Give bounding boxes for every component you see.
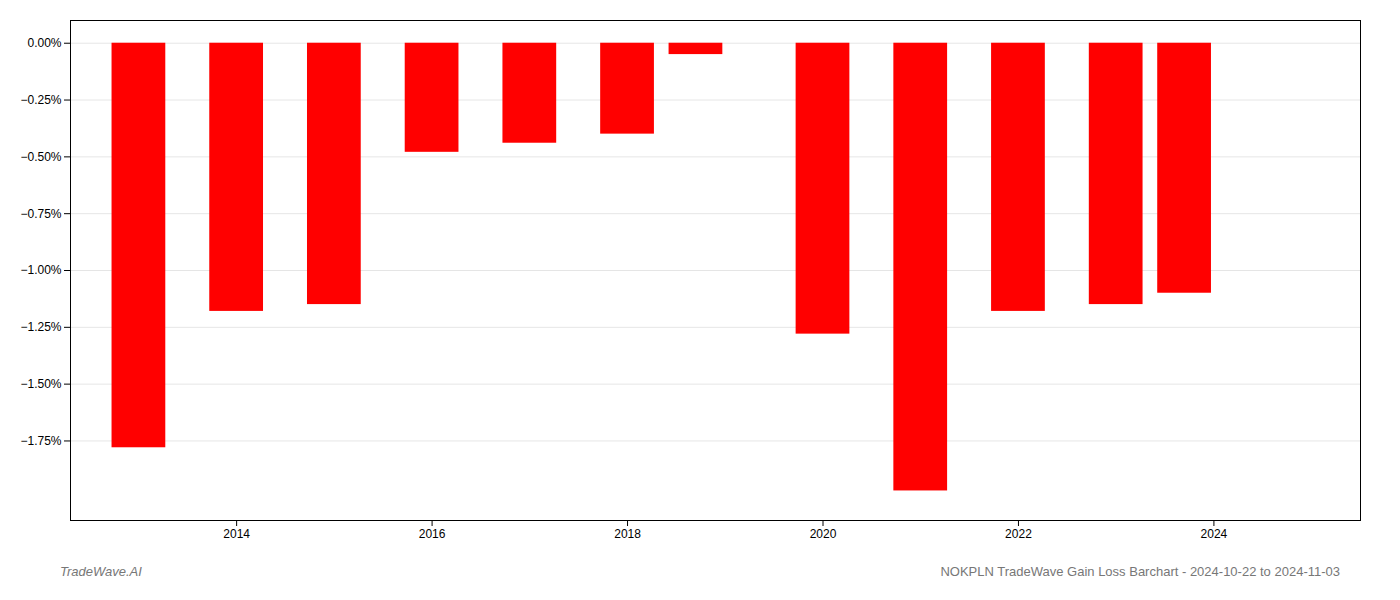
svg-text:2018: 2018: [614, 527, 641, 541]
html-text:NOKPLN TradeWave Gain Loss Bar: NOKPLN TradeWave Gain Loss Barchart - 20…: [940, 564, 1340, 579]
svg-text:0.00%: 0.00%: [27, 36, 61, 50]
svg-text:−0.50%: −0.50%: [20, 150, 61, 164]
svg-text:2020: 2020: [810, 527, 837, 541]
svg-text:2014: 2014: [223, 527, 250, 541]
svg-text:−1.50%: −1.50%: [20, 377, 61, 391]
html-text:TradeWave.AI: TradeWave.AI: [60, 564, 142, 579]
svg-text:2024: 2024: [1201, 527, 1228, 541]
svg-text:2022: 2022: [1005, 527, 1032, 541]
svg-text:−1.75%: −1.75%: [20, 434, 61, 448]
svg-text:−1.25%: −1.25%: [20, 320, 61, 334]
svg-text:−0.25%: −0.25%: [20, 93, 61, 107]
svg-text:−0.75%: −0.75%: [20, 207, 61, 221]
svg-text:2016: 2016: [419, 527, 446, 541]
svg-text:−1.00%: −1.00%: [20, 263, 61, 277]
